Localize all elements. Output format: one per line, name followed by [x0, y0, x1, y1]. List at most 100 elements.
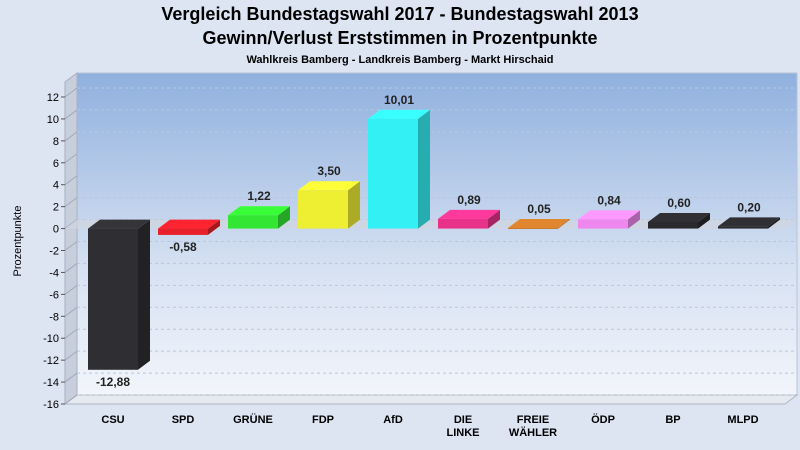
bar-top: [438, 209, 500, 219]
category-label: CSU: [101, 414, 124, 426]
bar-top: [648, 212, 710, 222]
bar: [228, 206, 290, 229]
bar-top: [508, 219, 570, 229]
bar-front: [88, 228, 138, 370]
bar-side: [628, 210, 640, 229]
value-label: 3,50: [317, 164, 341, 178]
y-tick-label: 10: [47, 114, 59, 126]
bar: [368, 109, 430, 229]
bar: [438, 209, 500, 229]
bar-front: [578, 219, 628, 229]
side-wall: [64, 72, 78, 405]
chart-title-line2: Gewinn/Verlust Erststimmen in Prozentpun…: [202, 28, 598, 48]
y-tick-label: 12: [47, 92, 59, 104]
value-labels: -12,88 -0,58 1,22 3,50 10,01 0,89 0,05 0,84 0,60…: [96, 93, 761, 389]
y-tick-label: 4: [53, 180, 59, 192]
grid-line-side: [64, 306, 78, 317]
bar-side: [278, 206, 290, 229]
bar-front: [228, 215, 278, 229]
category-label: LINKE: [447, 427, 480, 439]
value-label: 0,20: [737, 200, 761, 214]
value-label: -0,58: [169, 240, 197, 254]
grid-line-side: [64, 131, 78, 142]
grid-line-side: [64, 328, 78, 339]
bar: [158, 219, 220, 235]
grid-line-side: [64, 109, 78, 120]
bar-front: [438, 218, 488, 229]
bar-top: [88, 219, 150, 229]
y-tick-label: -2: [49, 246, 59, 258]
bar-top: [228, 206, 290, 216]
plot-background: [63, 72, 799, 405]
value-label: 0,05: [527, 202, 551, 216]
y-tick-label: 2: [53, 202, 59, 214]
category-label: FREIE: [517, 414, 549, 426]
bar: [648, 212, 710, 229]
category-label: MLPD: [727, 414, 758, 426]
category-label: BP: [665, 414, 680, 426]
category-label: GRÜNE: [233, 413, 273, 426]
y-tick-label: -6: [49, 289, 59, 301]
y-tick-label: -4: [49, 267, 59, 279]
bar-side: [698, 212, 710, 229]
bar: [508, 219, 570, 230]
bar-front: [298, 190, 348, 229]
grid-line-side: [64, 284, 78, 295]
y-tick-labels: 12 10 8 6 4 2 0 -2 -4 -6 -8 -10 -12 -14 -16: [43, 92, 65, 411]
chart-title-line1: Vergleich Bundestagswahl 2017 - Bundesta…: [161, 4, 639, 24]
value-label: 0,89: [457, 193, 481, 207]
bar: [298, 181, 360, 229]
y-tick-label: -14: [43, 377, 59, 389]
grid-line-side: [64, 175, 78, 186]
bar-front: [648, 221, 698, 229]
y-tick-label: -12: [43, 355, 59, 367]
category-label: FDP: [312, 414, 334, 426]
grid-line-side: [64, 241, 78, 251]
category-label: AfD: [383, 414, 403, 426]
floor: [63, 394, 799, 405]
bar-top: [368, 109, 430, 119]
grid-line-side: [64, 394, 78, 405]
bar-side: [138, 219, 150, 370]
category-label: ÖDP: [591, 413, 615, 426]
value-label: 10,01: [384, 93, 414, 107]
bar-top: [298, 181, 360, 191]
bar-side: [348, 181, 360, 229]
bar-side: [488, 209, 500, 229]
y-tick-label: -8: [49, 311, 59, 323]
bar-side: [558, 219, 570, 229]
bar-side: [208, 219, 220, 235]
chart-subtitle: Wahlkreis Bamberg - Landkreis Bamberg - …: [246, 54, 554, 66]
bar-top: [718, 217, 780, 227]
bar-side: [768, 217, 780, 229]
grid-line-side: [64, 153, 78, 164]
value-label: -12,88: [96, 375, 130, 389]
category-label: DIE: [454, 414, 472, 426]
bar: [88, 219, 150, 370]
bar-front: [368, 118, 418, 229]
grid-line-side: [64, 87, 78, 98]
value-label: 0,60: [667, 196, 691, 210]
y-tick-label: -16: [43, 399, 59, 411]
grid-line-side: [64, 350, 78, 361]
grid-line-side: [64, 263, 78, 273]
value-label: 1,22: [247, 189, 271, 203]
bar-front: [508, 228, 558, 230]
y-tick-label: -10: [43, 333, 59, 345]
bar-top: [578, 210, 640, 220]
bar: [718, 217, 780, 229]
category-label: WÄHLER: [509, 426, 557, 439]
bars: [88, 109, 780, 370]
grid-line-side: [64, 197, 78, 208]
bar-front: [158, 228, 208, 235]
bar-top: [158, 219, 220, 229]
y-tick-label: 8: [53, 136, 59, 148]
bar-side: [418, 109, 430, 229]
category-label: SPD: [172, 414, 195, 426]
y-tick-label: 6: [53, 158, 59, 170]
y-tick-label: 0: [53, 224, 59, 236]
bar: [578, 210, 640, 229]
grid-line-side: [64, 372, 78, 383]
